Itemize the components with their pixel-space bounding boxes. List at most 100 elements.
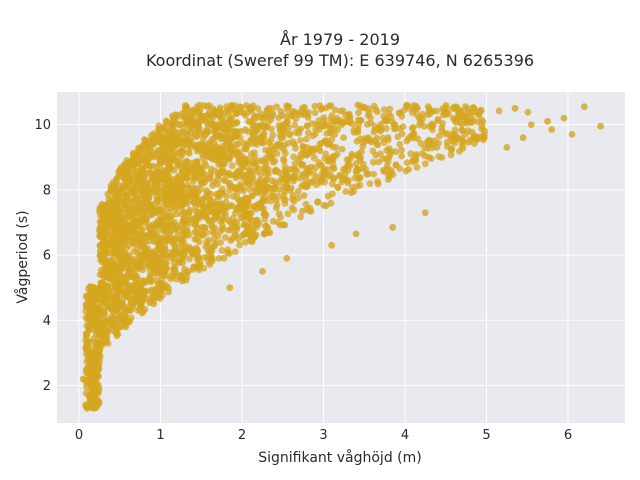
- data-point: [453, 103, 460, 111]
- data-point: [203, 229, 211, 236]
- data-point: [97, 308, 105, 316]
- data-point: [156, 187, 164, 195]
- data-point: [112, 208, 120, 216]
- data-point: [127, 297, 134, 304]
- data-point: [295, 111, 303, 119]
- data-point: [172, 142, 180, 150]
- data-point: [144, 156, 152, 164]
- data-point: [233, 225, 241, 233]
- data-point: [195, 238, 203, 246]
- data-point: [352, 230, 360, 238]
- data-point: [231, 171, 239, 179]
- data-point: [185, 148, 193, 156]
- data-point: [548, 126, 556, 133]
- data-point: [205, 102, 213, 109]
- data-point: [389, 223, 397, 231]
- data-point: [131, 193, 139, 201]
- data-point: [253, 126, 261, 134]
- data-point: [346, 162, 354, 170]
- data-point: [226, 141, 234, 149]
- data-point: [380, 166, 387, 174]
- data-point: [99, 298, 107, 306]
- data-point: [118, 246, 126, 254]
- x-tick-label: 0: [75, 428, 83, 443]
- y-tick-label: 8: [43, 183, 51, 198]
- data-point: [146, 274, 154, 282]
- data-point: [245, 118, 252, 125]
- data-point: [343, 156, 351, 164]
- data-point: [149, 149, 157, 156]
- data-point: [162, 252, 170, 259]
- data-point: [328, 112, 336, 120]
- data-point: [278, 175, 286, 183]
- data-point: [133, 246, 141, 254]
- data-point: [164, 176, 172, 184]
- data-point: [83, 404, 91, 412]
- data-point: [270, 185, 278, 193]
- data-point: [145, 224, 153, 232]
- data-point: [258, 133, 266, 141]
- data-point: [221, 160, 229, 168]
- data-point: [288, 173, 296, 181]
- data-point: [220, 176, 228, 184]
- data-point: [262, 222, 270, 230]
- data-point: [83, 322, 91, 329]
- data-point: [247, 216, 255, 224]
- data-point: [175, 194, 183, 202]
- data-point: [115, 222, 123, 230]
- data-point: [107, 211, 115, 218]
- data-point: [232, 232, 240, 240]
- data-point: [193, 224, 201, 232]
- data-point: [178, 110, 186, 118]
- data-point: [112, 267, 120, 275]
- data-point: [311, 109, 319, 117]
- data-point: [181, 246, 189, 253]
- data-point: [194, 247, 202, 255]
- data-point: [380, 139, 388, 147]
- data-point: [133, 168, 141, 176]
- data-point: [132, 156, 139, 163]
- data-point: [212, 208, 220, 216]
- data-point: [119, 264, 127, 272]
- data-point: [364, 120, 371, 128]
- data-point: [409, 124, 417, 131]
- data-point: [344, 179, 352, 187]
- data-point: [167, 275, 175, 283]
- data-point: [145, 262, 153, 270]
- data-point: [162, 117, 170, 125]
- data-point: [178, 240, 186, 248]
- data-point: [334, 117, 342, 124]
- data-point: [235, 151, 243, 159]
- data-point: [235, 197, 243, 205]
- data-point: [303, 122, 311, 130]
- data-point: [307, 207, 315, 215]
- data-point: [132, 285, 140, 293]
- data-point: [114, 325, 122, 332]
- data-point: [260, 230, 268, 238]
- data-point: [424, 140, 432, 148]
- data-point: [90, 385, 97, 393]
- data-point: [148, 207, 156, 215]
- data-point: [82, 336, 90, 344]
- data-point: [374, 178, 381, 185]
- data-point: [385, 145, 393, 152]
- data-point: [114, 240, 122, 248]
- data-point: [407, 150, 415, 158]
- data-point: [227, 237, 235, 244]
- data-point: [132, 278, 140, 285]
- data-point: [89, 357, 96, 365]
- data-point: [202, 131, 210, 139]
- data-point: [119, 183, 127, 190]
- data-point: [228, 202, 236, 210]
- data-point: [138, 243, 146, 251]
- data-point: [325, 102, 333, 110]
- data-point: [106, 295, 114, 303]
- data-point: [136, 258, 144, 266]
- data-point: [198, 223, 206, 231]
- data-point: [198, 165, 206, 172]
- data-point: [150, 248, 158, 256]
- data-point: [290, 198, 298, 205]
- data-point: [480, 134, 488, 142]
- x-tick-label: 3: [319, 428, 327, 443]
- data-point: [326, 129, 334, 137]
